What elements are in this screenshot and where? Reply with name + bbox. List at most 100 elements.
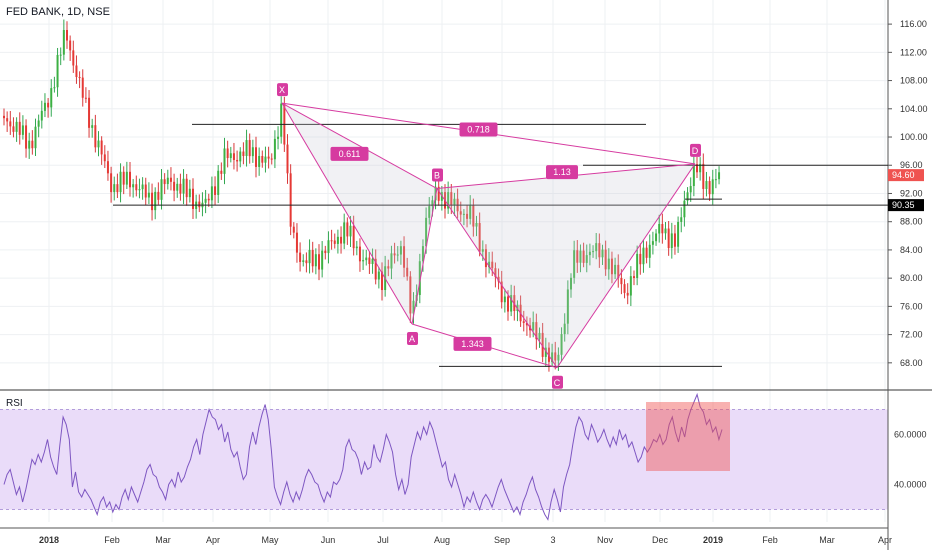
candle-body [711, 179, 714, 195]
candle-body [6, 118, 9, 122]
candle-body [280, 103, 283, 137]
pattern-point-badge-d [690, 143, 701, 157]
pattern-ratio-label-3: 1.343 [461, 339, 484, 349]
candle-body [214, 186, 217, 195]
candle-body [453, 198, 456, 206]
candle-body [141, 184, 144, 190]
candle-body [135, 184, 138, 191]
pattern-ratio-badge-1 [459, 122, 498, 137]
candle-body [185, 178, 188, 198]
candle-body [513, 295, 516, 311]
candle-body [544, 347, 547, 357]
candle-body [355, 246, 358, 249]
candle-body [264, 156, 267, 163]
candle-body [696, 164, 698, 173]
candle-body [106, 161, 109, 174]
candle-body [488, 261, 491, 268]
rsi-tick-label-0: 60.0000 [894, 430, 927, 440]
candle-body [377, 271, 380, 280]
candle-body [670, 233, 673, 249]
candle-body [677, 221, 680, 247]
candle-body [683, 200, 686, 218]
candle-body [421, 246, 424, 262]
price-tick-label-9: 80.00 [900, 273, 923, 283]
candle-body [425, 217, 428, 247]
pattern-leg-2 [436, 188, 558, 369]
time-label-11: Dec [652, 535, 669, 545]
candle-body [617, 264, 620, 278]
candle-body [371, 258, 374, 265]
time-label-9: 3 [550, 535, 555, 545]
candle-body [336, 236, 339, 244]
candle-body [576, 250, 579, 263]
candle-body [466, 213, 469, 219]
time-label-4: May [261, 535, 279, 545]
time-label-7: Aug [434, 535, 450, 545]
candle-body [292, 226, 295, 233]
price-tick-label-0: 116.00 [900, 19, 927, 29]
candle-body [525, 322, 528, 326]
pattern-ratio-label-1: 0.718 [467, 124, 490, 134]
candle-body [381, 271, 383, 291]
candle-body [588, 251, 591, 256]
candle-body [318, 254, 320, 270]
pattern-point-badge-c [552, 375, 563, 389]
candle-body [648, 244, 651, 258]
candle-body [667, 228, 670, 249]
candle-body [393, 253, 396, 256]
candle-body [43, 102, 46, 111]
candle-body [160, 179, 163, 200]
time-label-6: Jul [377, 535, 389, 545]
candle-body [289, 173, 292, 227]
candle-body [144, 184, 147, 198]
candle-body [607, 258, 610, 270]
candle-body [69, 40, 72, 51]
candle-body [299, 252, 302, 262]
candle-body [484, 249, 487, 268]
candle-body [15, 121, 18, 132]
candle-body [365, 257, 368, 261]
candle-body [343, 222, 346, 244]
pattern-ratio-label-2: 1.13 [553, 167, 571, 177]
time-label-1: Feb [104, 535, 120, 545]
candle-body [255, 147, 257, 167]
candle-body [541, 332, 544, 357]
time-label-8: Sep [494, 535, 510, 545]
candle-body [661, 223, 664, 234]
candle-body [40, 110, 43, 121]
price-tick-label-11: 72.00 [900, 330, 923, 340]
candle-body [563, 323, 566, 335]
candle-body [154, 191, 157, 211]
candle-body [614, 264, 617, 275]
pattern-ratio-badge-2 [546, 165, 578, 180]
candle-body [232, 153, 235, 160]
pattern-leg-4 [281, 102, 438, 189]
candle-body [119, 171, 122, 193]
candle-body [403, 246, 406, 268]
price-badge-1 [888, 199, 924, 212]
time-label-0: 2018 [39, 535, 59, 545]
candle-body [28, 140, 31, 149]
price-tick-label-12: 68.00 [900, 358, 923, 368]
candle-body [507, 296, 509, 312]
pattern-point-badge-x [277, 83, 288, 97]
candle-body [431, 200, 434, 207]
candle-body [626, 292, 629, 296]
candle-body [88, 97, 91, 128]
candle-body [236, 159, 239, 162]
candle-body [66, 30, 68, 41]
candle-body [535, 322, 538, 340]
candle-body [538, 332, 541, 340]
candle-body [100, 140, 103, 155]
candle-body [642, 247, 645, 265]
candle-body [557, 354, 560, 361]
candle-body [399, 246, 402, 255]
pattern-leg-0 [281, 102, 413, 325]
candle-body [81, 77, 84, 98]
rsi-line [3, 392, 723, 521]
candle-body [491, 261, 494, 269]
candle-body [9, 121, 12, 127]
candle-body [182, 178, 185, 194]
candle-body [374, 258, 377, 280]
